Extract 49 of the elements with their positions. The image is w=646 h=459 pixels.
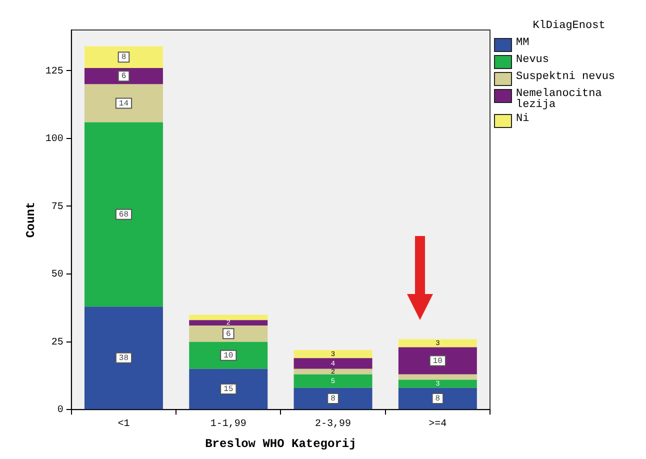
data-label: 10 bbox=[432, 356, 443, 366]
legend-label: MM bbox=[516, 37, 530, 49]
bar bbox=[84, 84, 163, 122]
y-tick-label: 75 bbox=[51, 202, 64, 213]
bar bbox=[84, 68, 163, 84]
bar bbox=[398, 339, 477, 348]
x-tick-label: 1-1,99 bbox=[210, 419, 246, 430]
data-label: 8 bbox=[330, 394, 336, 404]
legend-label: Nemelanocitna lezija bbox=[516, 88, 603, 111]
legend-title: KlDiagEnost bbox=[532, 20, 606, 32]
bar bbox=[294, 358, 372, 369]
bar bbox=[189, 314, 268, 320]
x-tick-label: 2-3,99 bbox=[315, 419, 352, 430]
data-label: 10 bbox=[224, 351, 234, 360]
y-tick-label: 0 bbox=[57, 405, 64, 416]
x-tick-label: <1 bbox=[118, 419, 130, 430]
bar bbox=[294, 368, 372, 374]
bar bbox=[189, 342, 268, 369]
x-tick-label: >=4 bbox=[428, 419, 447, 430]
bar bbox=[398, 374, 477, 380]
data-label: 14 bbox=[118, 99, 129, 108]
data-label: 68 bbox=[118, 210, 129, 220]
y-tick-label: 50 bbox=[51, 270, 64, 281]
x-axis-title: Breslow WHO Kategorij bbox=[205, 436, 356, 451]
data-label: 15 bbox=[224, 385, 234, 394]
y-axis-title: Count bbox=[24, 202, 38, 238]
bar bbox=[398, 380, 477, 388]
bar bbox=[398, 388, 477, 410]
y-tick-label: 100 bbox=[45, 134, 64, 146]
legend-label: Ni bbox=[516, 113, 530, 125]
bar bbox=[189, 368, 268, 410]
data-label: 8 bbox=[435, 394, 440, 404]
y-tick-label: 25 bbox=[51, 337, 64, 348]
bar bbox=[189, 320, 268, 326]
data-label: 6 bbox=[121, 72, 126, 82]
bar bbox=[189, 326, 268, 342]
bar bbox=[398, 347, 477, 374]
bar bbox=[84, 122, 163, 307]
bar bbox=[294, 374, 372, 388]
data-label: 38 bbox=[118, 354, 129, 363]
data-label: 8 bbox=[121, 53, 126, 62]
bar bbox=[84, 46, 163, 68]
data-label: 6 bbox=[226, 330, 231, 339]
bar bbox=[84, 306, 163, 410]
legend-label: Suspektni nevus bbox=[516, 71, 616, 83]
bar bbox=[294, 350, 372, 358]
y-tick-label: 125 bbox=[45, 66, 64, 78]
legend-label: Nevus bbox=[516, 54, 550, 66]
bar bbox=[294, 388, 372, 410]
